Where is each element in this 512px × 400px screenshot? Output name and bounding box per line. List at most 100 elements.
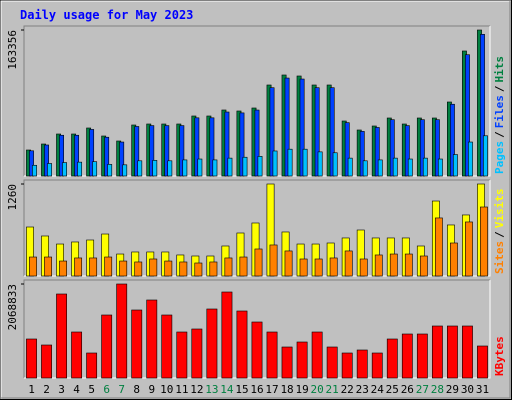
bar: [434, 119, 440, 177]
bar: [314, 258, 323, 277]
legend-entry: Hits: [493, 56, 506, 83]
bar: [134, 126, 140, 177]
bar: [221, 291, 233, 379]
bar: [362, 160, 368, 177]
legend: Pages / Files / Hits: [493, 56, 506, 174]
bar: [152, 160, 158, 177]
bar: [29, 150, 34, 177]
bar: [377, 159, 383, 177]
x-tick-label: 14: [220, 383, 234, 396]
bar: [26, 338, 37, 379]
bar: [167, 160, 173, 177]
bar: [56, 293, 67, 379]
bar: [266, 331, 278, 379]
bar: [356, 349, 368, 379]
x-tick-label: 22: [341, 383, 354, 396]
bar: [239, 256, 248, 277]
chart-title: Daily usage for May 2023: [20, 8, 193, 22]
x-tick-label: 17: [265, 383, 278, 396]
x-tick-label: 1: [28, 383, 35, 396]
legend-entry: Sites: [493, 241, 506, 274]
bar: [254, 109, 260, 177]
y-tick-label: 2068833: [6, 284, 19, 330]
x-tick-label: 24: [371, 383, 385, 396]
bar: [437, 158, 443, 177]
bar: [296, 341, 308, 379]
bar: [317, 151, 323, 177]
bar: [311, 331, 323, 379]
legend: KBytes: [493, 336, 506, 376]
bar: [137, 160, 143, 177]
legend-separator: /: [493, 85, 506, 92]
bar: [179, 125, 185, 177]
x-tick-label: 21: [326, 383, 339, 396]
x-tick-label: 28: [431, 383, 444, 396]
x-tick-label: 29: [446, 383, 459, 396]
bar: [224, 257, 233, 277]
bar: [329, 87, 335, 177]
bar: [314, 87, 320, 177]
bar: [347, 157, 353, 177]
bar: [450, 242, 458, 277]
bar: [299, 258, 308, 277]
bar: [104, 136, 110, 177]
bevel: [23, 279, 490, 378]
legend-entry: Pages: [493, 141, 506, 174]
bar: [422, 157, 428, 177]
bar: [209, 117, 215, 177]
bar: [161, 314, 173, 379]
bar: [269, 244, 278, 277]
x-tick-label: 8: [133, 383, 140, 396]
bar: [86, 352, 98, 379]
bar: [224, 111, 230, 177]
bar: [453, 154, 458, 177]
bar: [212, 159, 218, 177]
bar: [483, 135, 488, 177]
bar: [272, 150, 278, 177]
bar: [194, 262, 203, 277]
x-tick-label: 27: [416, 383, 429, 396]
bar: [341, 352, 353, 379]
x-tick-label: 26: [401, 383, 414, 396]
bar: [284, 250, 293, 277]
bar: [227, 157, 233, 177]
bar: [407, 158, 413, 177]
bar: [480, 206, 488, 277]
x-tick-label: 5: [88, 383, 95, 396]
bar: [477, 345, 488, 379]
bar: [236, 310, 248, 379]
bar: [419, 119, 425, 177]
bar: [116, 283, 128, 379]
bar: [392, 157, 398, 177]
bar: [32, 164, 37, 177]
legend: Sites / Visits: [493, 189, 506, 275]
bar: [404, 253, 413, 277]
bar: [119, 141, 125, 177]
bar: [284, 77, 290, 177]
bar: [359, 258, 368, 277]
x-tick-label: 25: [386, 383, 399, 396]
y-tick-label: 163356: [6, 30, 19, 70]
bar: [416, 333, 428, 379]
bar: [164, 125, 170, 177]
bar: [44, 256, 52, 277]
bar: [74, 257, 83, 277]
legend-entry: KBytes: [493, 336, 506, 376]
x-tick-label: 4: [73, 383, 80, 396]
bar: [101, 314, 113, 379]
x-tick-label: 3: [58, 383, 65, 396]
x-tick-label: 9: [148, 383, 155, 396]
bar: [194, 117, 200, 177]
bar: [434, 217, 443, 277]
bar: [404, 125, 410, 177]
bar: [287, 148, 293, 177]
bar: [374, 127, 380, 177]
bar: [344, 122, 350, 177]
bar: [269, 87, 275, 177]
bar: [71, 331, 83, 379]
bar: [329, 257, 338, 277]
y-tick-label: 1260: [6, 184, 19, 211]
bar: [74, 134, 80, 177]
